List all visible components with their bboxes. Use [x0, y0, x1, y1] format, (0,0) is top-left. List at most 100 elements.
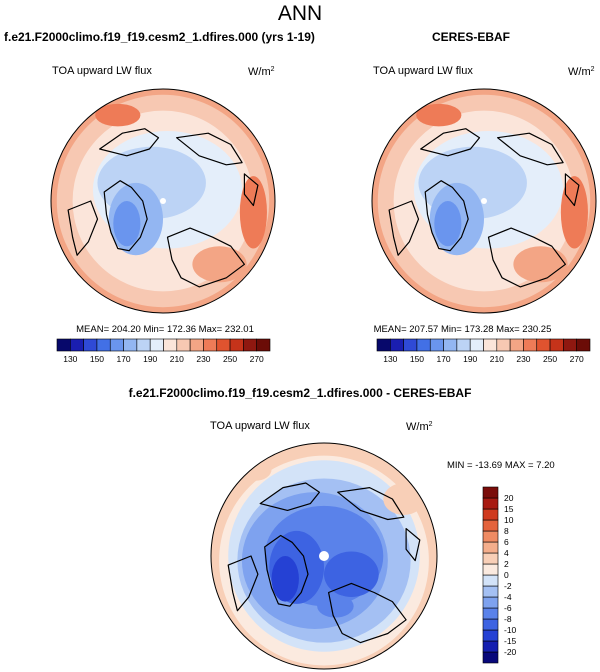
- colorbar-segment: [482, 530, 499, 543]
- colorbar-segment: [176, 338, 191, 352]
- coastline: [166, 227, 245, 288]
- colorbar-segment: [563, 338, 577, 352]
- colorbar-tick-label: -10: [504, 625, 517, 635]
- colorbar-tick-label: 8: [504, 526, 509, 536]
- coastline: [67, 200, 99, 256]
- colorbar-segment: [482, 541, 499, 554]
- colorbar-tick-label: 4: [504, 548, 509, 558]
- colorbar-segment: [482, 519, 499, 532]
- map-field: [211, 443, 437, 669]
- coastline: [424, 180, 469, 252]
- colorbar-segment: [549, 338, 564, 352]
- colorbar-segment: [83, 338, 98, 352]
- panel-1-stats: MEAN= 204.20 Min= 172.36 Max= 232.01: [76, 324, 254, 335]
- colorbar-segment: [390, 338, 404, 352]
- panel-3-title: f.e21.F2000climo.f19_f19.cesm2_1.dfires.…: [128, 386, 472, 400]
- colorbar-segment: [482, 552, 499, 565]
- colorbar-tick-label: 150: [90, 354, 104, 364]
- coastline: [420, 128, 481, 157]
- colorbar-segment: [576, 338, 591, 352]
- panel-2-colorbar: 130 150 170 190 210 230 250 270: [376, 338, 591, 364]
- colorbar-segment: [109, 338, 124, 352]
- colorbar-tick-label: 250: [543, 354, 557, 364]
- coastline: [99, 128, 160, 157]
- colorbar-segment: [482, 497, 499, 510]
- coastline: [103, 180, 148, 252]
- colorbar-segment: [189, 338, 204, 352]
- colorbar-segment: [482, 651, 499, 664]
- colorbar-segment: [256, 338, 271, 352]
- colorbar-tick-label: 250: [223, 354, 237, 364]
- colorbar-tick-label: 170: [116, 354, 130, 364]
- map-boundary: [210, 442, 438, 670]
- colorbar-tick-label: 2: [504, 559, 509, 569]
- panel-1-colorbar: 130 150 170 190 210 230 250 270: [56, 338, 271, 364]
- colorbar-segment: [403, 338, 418, 352]
- colorbar-tick-label: 6: [504, 537, 509, 547]
- panel-1-polar-map: [50, 88, 276, 314]
- colorbar-tick-label: 15: [504, 504, 514, 514]
- colorbar-segment: [482, 486, 499, 499]
- colorbar-segment: [482, 508, 499, 521]
- colorbar-segment: [96, 338, 111, 352]
- field-contour: [271, 556, 299, 602]
- figure-title: ANN: [277, 2, 323, 25]
- field-contour: [95, 103, 141, 127]
- panel-3-stats: MIN = -13.69 MAX = 7.20: [447, 460, 555, 471]
- colorbar-segment: [376, 338, 391, 352]
- coastline: [176, 132, 243, 166]
- colorbar-segment: [482, 618, 499, 631]
- colorbar-segment: [149, 338, 164, 352]
- colorbar-segment: [416, 338, 431, 352]
- map-field: [372, 89, 596, 313]
- colorbar-segment: [216, 338, 231, 352]
- colorbar-tick-label: 130: [383, 354, 397, 364]
- panel-1-variable: TOA upward LW flux: [52, 65, 152, 77]
- colorbar-segment: [229, 338, 244, 352]
- field-contour: [239, 176, 267, 249]
- colorbar-segment: [203, 338, 218, 352]
- map-field: [51, 89, 275, 313]
- colorbar-tick-label: -15: [504, 636, 517, 646]
- colorbar-segment: [456, 338, 471, 352]
- colorbar-segment: [496, 338, 511, 352]
- colorbar-segment: [482, 607, 499, 620]
- coastline: [388, 200, 420, 256]
- colorbar-segment: [443, 338, 458, 352]
- map-boundary: [371, 88, 597, 314]
- coastline: [243, 173, 259, 207]
- colorbar-tick-label: 20: [504, 493, 514, 503]
- panel-2-title: CERES-EBAF: [432, 30, 511, 44]
- colorbar-segment: [56, 338, 71, 352]
- colorbar-tick-label: 270: [250, 354, 264, 364]
- field-contour: [416, 103, 462, 127]
- panel-3-variable: TOA upward LW flux: [210, 420, 310, 432]
- colorbar-segment: [482, 563, 499, 576]
- colorbar-tick-label: 150: [410, 354, 424, 364]
- pole-hole: [160, 198, 166, 204]
- colorbar-segment: [482, 574, 499, 587]
- coastline: [328, 582, 407, 644]
- colorbar-tick-label: -8: [504, 614, 512, 624]
- colorbar-segment: [482, 640, 499, 653]
- colorbar-segment: [136, 338, 151, 352]
- pole-hole: [481, 198, 487, 204]
- colorbar-tick-label: 10: [504, 515, 514, 525]
- colorbar-tick-label: 190: [143, 354, 157, 364]
- colorbar-segment: [536, 338, 551, 352]
- colorbar-segment: [482, 596, 499, 609]
- coastline: [227, 555, 259, 612]
- colorbar-tick-label: 210: [490, 354, 504, 364]
- colorbar-tick-label: -6: [504, 603, 512, 613]
- colorbar-segment: [523, 338, 538, 352]
- panel-2-polar-map: [371, 88, 597, 314]
- colorbar-tick-label: -2: [504, 581, 512, 591]
- colorbar-segment: [483, 338, 498, 352]
- colorbar-tick-label: 210: [170, 354, 184, 364]
- colorbar-segment: [70, 338, 84, 352]
- pole-hole: [319, 551, 329, 561]
- coastline: [487, 227, 566, 288]
- colorbar-segment: [243, 338, 257, 352]
- field-contour: [560, 176, 588, 249]
